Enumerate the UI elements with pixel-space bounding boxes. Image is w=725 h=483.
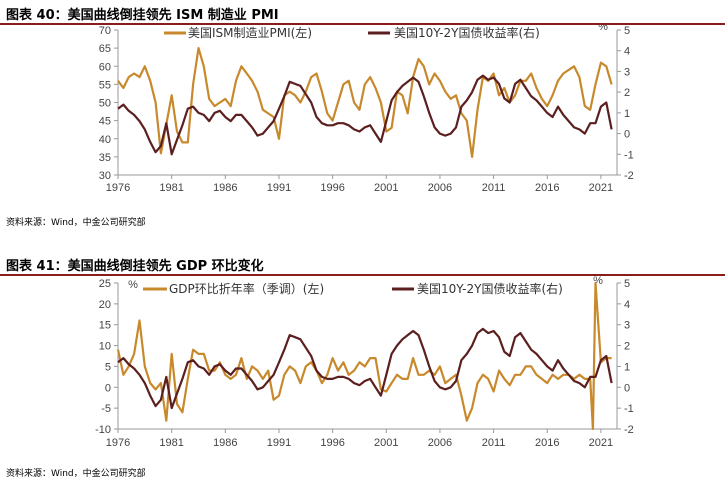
left-y-tick-label: 20 xyxy=(99,299,111,311)
x-tick-label: 1986 xyxy=(213,437,237,449)
x-tick-label: 2016 xyxy=(535,437,559,449)
x-tick-label: 2006 xyxy=(428,182,452,194)
left-y-tick-label: 45 xyxy=(99,116,111,128)
left-y-tick-label: 25 xyxy=(99,278,111,290)
x-tick-label: 1991 xyxy=(267,437,291,449)
right-y-tick-label: 1 xyxy=(624,108,630,120)
figure-40-title-rule xyxy=(0,23,725,25)
legend-label: 美国10Y-2Y国债收益率(右) xyxy=(417,281,563,296)
right-y-tick-label: 4 xyxy=(624,46,630,58)
x-tick-label: 1991 xyxy=(267,182,291,194)
x-tick-label: 1981 xyxy=(159,182,183,194)
left-y-tick-label: 0 xyxy=(105,382,111,394)
x-tick-label: 2016 xyxy=(535,182,559,194)
right-y-tick-label: 0 xyxy=(624,129,630,141)
x-tick-label: 2021 xyxy=(589,182,613,194)
left-y-tick-label: 30 xyxy=(99,170,111,182)
x-tick-label: 1986 xyxy=(213,182,237,194)
x-tick-label: 2011 xyxy=(482,182,506,194)
left-y-tick-label: 65 xyxy=(99,43,111,55)
left-y-tick-label: 60 xyxy=(99,61,111,73)
left-y-tick-label: 10 xyxy=(99,341,111,353)
right-y-tick-label: -2 xyxy=(624,170,634,182)
right-y-tick-label: 1 xyxy=(624,361,630,373)
left-y-tick-label: -5 xyxy=(101,403,111,415)
x-tick-label: 2021 xyxy=(589,437,613,449)
right-y-tick-label: -2 xyxy=(624,424,634,436)
figure-40-title: 图表 40：美国曲线倒挂领先 ISM 制造业 PMI xyxy=(6,8,279,23)
x-tick-label: 2006 xyxy=(428,437,452,449)
figure-40-source: 资料来源：Wind，中金公司研究部 xyxy=(6,218,146,228)
left-y-tick-label: 35 xyxy=(99,152,111,164)
left-axis-unit-label: % xyxy=(128,279,138,291)
right-y-tick-label: 4 xyxy=(624,299,630,311)
right-y-tick-label: 3 xyxy=(624,320,630,332)
x-tick-label: 1976 xyxy=(106,182,130,194)
right-y-tick-label: -1 xyxy=(624,403,634,415)
x-tick-label: 2001 xyxy=(374,437,398,449)
right-y-tick-label: 2 xyxy=(624,87,630,99)
legend-label: 美国ISM制造业PMI(左) xyxy=(188,25,312,40)
left-series-line xyxy=(117,47,613,158)
right-y-tick-label: 2 xyxy=(624,341,630,353)
figure-41-title-rule xyxy=(0,274,725,276)
x-tick-label: 1981 xyxy=(159,437,183,449)
right-y-tick-label: 3 xyxy=(624,66,630,78)
right-series-line xyxy=(117,327,613,410)
x-tick-label: 1976 xyxy=(106,437,130,449)
figure-41-title: 图表 41：美国曲线倒挂领先 GDP 环比变化 xyxy=(6,259,264,274)
left-y-tick-label: 70 xyxy=(99,25,111,37)
left-y-tick-label: 55 xyxy=(99,79,111,91)
left-y-tick-label: 5 xyxy=(105,361,111,373)
left-y-tick-label: 40 xyxy=(99,134,111,146)
right-y-tick-label: -1 xyxy=(624,149,634,161)
legend-label: GDP环比折年率（季调）(左) xyxy=(169,281,324,296)
x-tick-label: 1996 xyxy=(320,182,344,194)
right-y-tick-label: 5 xyxy=(624,278,630,290)
x-tick-label: 1996 xyxy=(320,437,344,449)
right-y-tick-label: 5 xyxy=(624,25,630,37)
left-series-line xyxy=(116,281,612,431)
left-y-tick-label: 50 xyxy=(99,98,111,110)
left-y-tick-label: 15 xyxy=(99,320,111,332)
right-axis-unit-label: % xyxy=(598,25,608,33)
figure-41-source: 资料来源：Wind，中金公司研究部 xyxy=(6,469,146,479)
right-axis-unit-label: % xyxy=(593,276,603,287)
legend-label: 美国10Y-2Y国债收益率(右) xyxy=(394,25,540,40)
x-tick-label: 2011 xyxy=(482,437,506,449)
left-y-tick-label: -10 xyxy=(95,424,111,436)
right-series-line xyxy=(117,74,613,156)
right-y-tick-label: 0 xyxy=(624,382,630,394)
x-tick-label: 2001 xyxy=(374,182,398,194)
